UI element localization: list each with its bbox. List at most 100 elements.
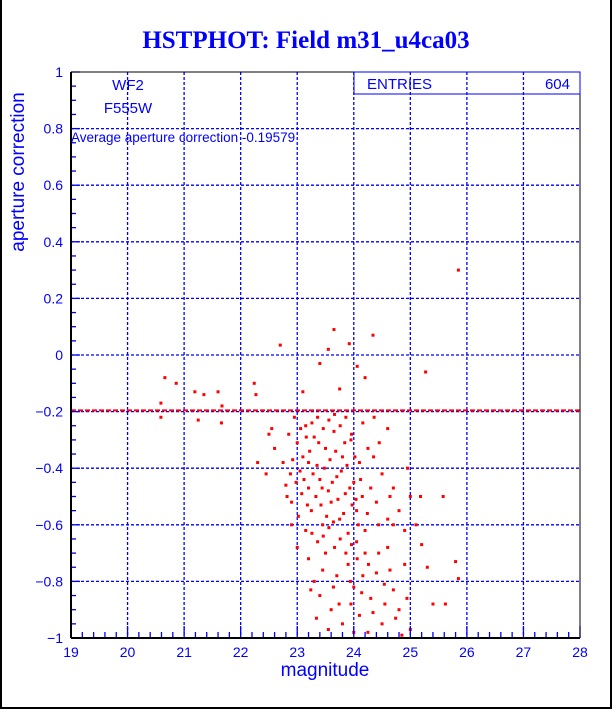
data-point (360, 591, 364, 595)
y-axis-label: aperture correction (8, 92, 29, 251)
data-point (309, 588, 313, 592)
data-point (361, 574, 365, 578)
data-point (267, 432, 271, 436)
data-point (281, 461, 285, 465)
data-point (300, 492, 304, 496)
y-tick-label: 0.8 (44, 121, 64, 137)
data-point (295, 441, 299, 445)
data-point (316, 540, 320, 544)
data-point (322, 466, 326, 470)
data-point (333, 545, 337, 549)
y-tick-label: 0.2 (44, 290, 64, 306)
data-point (386, 517, 390, 521)
data-point (403, 562, 407, 566)
data-point (219, 421, 223, 425)
data-point (331, 585, 335, 589)
data-point (355, 557, 359, 561)
y-tick-label: −0.4 (35, 460, 63, 476)
data-point (348, 486, 352, 490)
data-point (347, 342, 351, 346)
data-point (371, 333, 375, 337)
data-point (363, 551, 367, 555)
x-tick-label: 20 (120, 644, 136, 660)
data-point (350, 432, 354, 436)
data-point (336, 497, 340, 501)
data-point (349, 602, 353, 606)
data-point (317, 441, 321, 445)
stats-box (353, 71, 581, 95)
data-point (284, 483, 288, 487)
data-point (365, 511, 369, 515)
data-point (332, 429, 336, 433)
grid-lines (71, 72, 580, 638)
data-point (355, 509, 359, 513)
data-point (356, 523, 360, 527)
data-point (352, 585, 356, 589)
data-point (319, 503, 323, 507)
data-point (318, 361, 322, 365)
data-point (361, 421, 365, 425)
data-point (335, 574, 339, 578)
data-point (273, 446, 277, 450)
data-point (216, 390, 220, 394)
data-point (327, 418, 331, 422)
data-point (441, 495, 445, 498)
data-point (346, 531, 350, 535)
data-point (353, 455, 357, 459)
data-point (349, 438, 353, 442)
data-point (386, 545, 390, 549)
data-point (330, 480, 334, 484)
x-tick-label: 28 (572, 644, 588, 660)
data-point (388, 495, 392, 498)
y-tick-label: 0.4 (44, 234, 64, 250)
data-point (331, 520, 335, 524)
x-tick-label: 19 (63, 644, 79, 660)
data-points (159, 268, 460, 637)
data-point (285, 495, 289, 498)
data-point (326, 628, 330, 632)
data-point (344, 551, 348, 555)
data-point (377, 441, 381, 445)
data-point (335, 475, 339, 479)
data-point (312, 435, 316, 439)
data-point (304, 435, 308, 439)
data-point (360, 495, 364, 498)
data-point (290, 500, 294, 504)
data-point (318, 478, 322, 482)
data-point (174, 381, 178, 385)
data-point (420, 543, 424, 547)
x-axis-label: magnitude (281, 660, 370, 681)
data-point (321, 568, 325, 572)
data-point (366, 446, 370, 450)
data-point (343, 441, 347, 445)
data-point (292, 415, 296, 419)
data-point (159, 401, 163, 405)
data-point (294, 480, 298, 484)
data-point (314, 616, 318, 620)
data-point (327, 526, 331, 530)
data-point (369, 596, 373, 600)
x-tick-label: 22 (233, 644, 249, 660)
data-point (202, 393, 206, 397)
data-point (301, 455, 305, 459)
y-tick-label: −0.8 (35, 573, 63, 589)
data-point (291, 458, 295, 462)
data-point (424, 370, 428, 374)
data-point (196, 418, 200, 422)
data-point (408, 495, 412, 498)
y-tick-label: 0 (55, 347, 63, 363)
data-point (397, 608, 401, 612)
data-point (296, 514, 300, 518)
data-point (321, 427, 325, 431)
data-point (397, 509, 401, 513)
data-point (318, 594, 322, 598)
data-point (340, 622, 344, 626)
data-point (299, 427, 303, 431)
data-point (298, 469, 302, 473)
data-point (348, 579, 352, 583)
data-point (324, 446, 327, 450)
data-point (308, 449, 312, 453)
data-point (388, 568, 392, 572)
data-point (304, 424, 308, 428)
